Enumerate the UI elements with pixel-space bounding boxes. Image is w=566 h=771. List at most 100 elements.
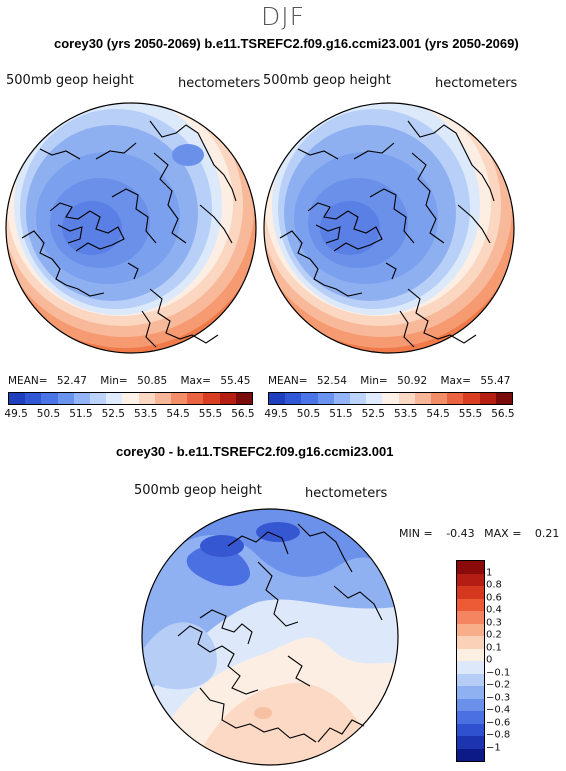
colorbar-label: 1	[486, 567, 493, 578]
colorbar-swatch	[219, 393, 236, 404]
colorbar-tick-label: 51.5	[69, 408, 93, 420]
colorbar-swatch	[269, 393, 286, 404]
right-colorbar	[268, 392, 513, 405]
diff-variable-label: 500mb geop height	[134, 483, 262, 498]
colorbar-swatch	[457, 661, 484, 674]
colorbar-tick-label: 53.5	[393, 408, 418, 420]
colorbar-swatch	[457, 698, 484, 711]
difference-colorbar	[456, 560, 485, 762]
colorbar-swatch	[301, 393, 318, 404]
colorbar-label: −0.3	[486, 692, 511, 703]
difference-polar-map	[141, 508, 399, 766]
colorbar-label: −0.1	[486, 667, 511, 678]
colorbar-swatch	[414, 393, 432, 404]
colorbar-label: −1	[486, 742, 501, 753]
colorbar-swatch	[447, 393, 464, 404]
right-min-value: 50.92	[397, 375, 428, 387]
diff-minmax: MIN = -0.43 MAX = 0.21	[399, 527, 559, 540]
colorbar-swatch	[9, 393, 26, 404]
right-mean-label: MEAN=	[268, 375, 308, 387]
colorbar-swatch	[41, 393, 58, 404]
right-variable-label: 500mb geop height	[263, 73, 391, 88]
colorbar-tick-label: 52.5	[361, 408, 385, 420]
colorbar-tick-label: 49.5	[264, 408, 288, 420]
colorbar-swatch	[479, 393, 496, 404]
colorbar-swatch	[73, 393, 91, 404]
colorbar-swatch	[333, 393, 351, 404]
colorbar-label: 0.6	[486, 592, 502, 603]
panel-header: corey30 (yrs 2050-2069) b.e11.TSREFC2.f0…	[54, 36, 519, 51]
colorbar-tick-label: 54.5	[426, 408, 450, 420]
left-mean-label: MEAN=	[8, 375, 48, 387]
colorbar-swatch	[495, 393, 513, 404]
colorbar-swatch	[457, 723, 484, 736]
colorbar-swatch	[90, 393, 107, 404]
left-max-value: 55.45	[220, 375, 251, 387]
colorbar-label: 0.2	[486, 629, 502, 641]
colorbar-label: 0.8	[486, 579, 502, 591]
diff-min-label: MIN =	[399, 527, 433, 540]
colorbar-label: −0.6	[486, 717, 511, 728]
colorbar-tick-label: 56.5	[231, 408, 255, 420]
colorbar-tick-label: 54.5	[166, 408, 190, 420]
colorbar-swatch	[457, 648, 484, 661]
diff-min-value: -0.43	[446, 527, 475, 540]
colorbar-swatch	[457, 686, 484, 699]
colorbar-tick-label: 50.5	[296, 408, 321, 420]
colorbar-swatch	[457, 623, 484, 636]
left-min-value: 50.85	[137, 375, 168, 387]
colorbar-swatch	[57, 393, 74, 404]
colorbar-swatch	[382, 393, 399, 404]
left-colorbar	[8, 392, 253, 405]
colorbar-tick-label: 56.5	[491, 408, 515, 420]
colorbar-tick-label: 53.5	[133, 408, 158, 420]
colorbar-swatch	[350, 393, 367, 404]
colorbar-label: 0.4	[486, 604, 502, 616]
colorbar-tick-label: 50.5	[36, 408, 61, 420]
colorbar-swatch	[122, 393, 139, 404]
season-title: DJF	[260, 2, 305, 31]
colorbar-swatch	[154, 393, 172, 404]
colorbar-swatch	[285, 393, 302, 404]
right-stats: MEAN= 52.54 Min= 50.92 Max= 55.47	[268, 375, 510, 387]
colorbar-label: 0.1	[486, 642, 502, 653]
colorbar-tick-label: 55.5	[458, 408, 483, 420]
colorbar-label: 0.3	[486, 617, 502, 628]
colorbar-label: −0.2	[486, 679, 511, 691]
colorbar-label: 0	[486, 654, 493, 666]
difference-colorbar-labels: 1 0.8 0.6 0.4 0.3 0.2 0.1 0 −0.1 −0.2 −0.3 −0.4 −0.6…	[486, 560, 546, 760]
colorbar-swatch	[203, 393, 220, 404]
colorbar-swatch	[317, 393, 334, 404]
right-polar-map	[263, 102, 515, 354]
colorbar-swatch	[457, 561, 484, 574]
diff-unit-label: hectometers	[305, 486, 388, 501]
right-max-label: Max=	[440, 375, 471, 387]
colorbar-label: −0.4	[486, 704, 511, 716]
left-variable-label: 500mb geop height	[6, 73, 134, 88]
left-unit-label: hectometers	[178, 76, 261, 91]
difference-title: corey30 - b.e11.TSREFC2.f09.g16.ccmi23.0…	[116, 444, 394, 459]
diff-max-value: 0.21	[534, 527, 560, 540]
colorbar-swatch	[187, 393, 204, 404]
colorbar-swatch	[457, 611, 484, 624]
left-mean-value: 52.47	[56, 375, 87, 387]
colorbar-tick-label: 52.5	[101, 408, 125, 420]
right-mean-value: 52.54	[316, 375, 347, 387]
colorbar-tick-label: 51.5	[329, 408, 353, 420]
colorbar-swatch	[457, 711, 484, 724]
colorbar-swatch	[457, 573, 484, 586]
left-polar-map	[5, 102, 257, 354]
colorbar-swatch	[457, 586, 484, 599]
colorbar-tick-label: 55.5	[198, 408, 223, 420]
colorbar-swatch	[457, 673, 484, 686]
colorbar-label: −0.8	[486, 729, 511, 741]
colorbar-swatch	[235, 393, 253, 404]
left-max-label: Max=	[180, 375, 211, 387]
colorbar-swatch	[138, 393, 155, 404]
left-stats: MEAN= 52.47 Min= 50.85 Max= 55.45	[8, 375, 250, 387]
right-min-label: Min=	[360, 375, 388, 387]
diff-max-label: MAX =	[484, 527, 522, 540]
colorbar-swatch	[398, 393, 415, 404]
colorbar-swatch	[25, 393, 42, 404]
colorbar-tick-label: 49.5	[4, 408, 28, 420]
